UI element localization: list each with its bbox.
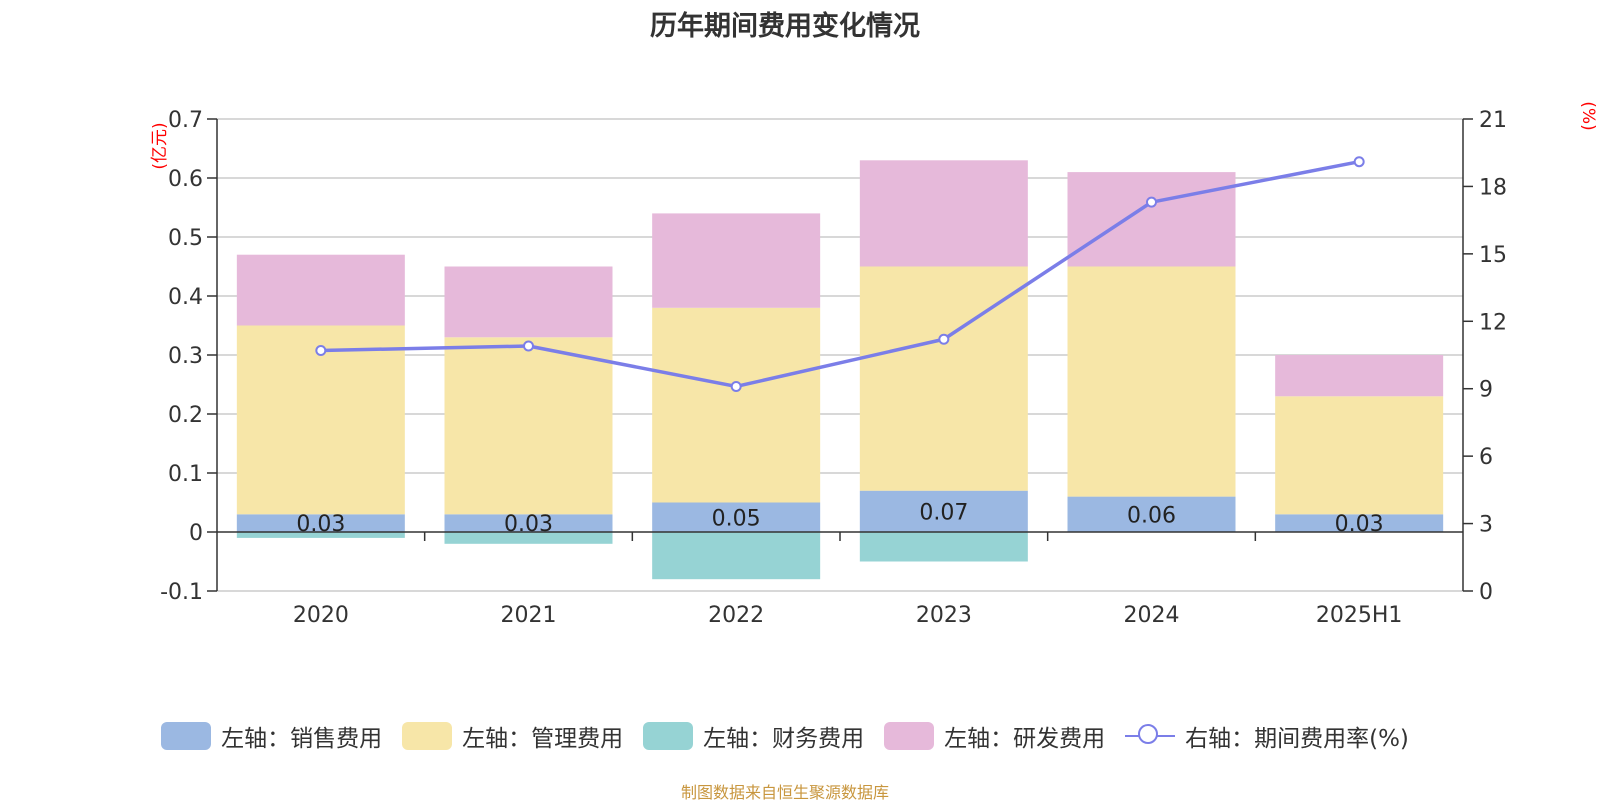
- left-axis-tick-label: 0.6: [168, 167, 203, 192]
- bar-sales-2024: [1067, 496, 1236, 532]
- legend-line-marker-icon: [1125, 722, 1176, 750]
- bar-sales-2025H1: [1275, 514, 1444, 532]
- left-axis-tick-label: 0.5: [168, 226, 203, 251]
- bar-sales-2020: [236, 514, 405, 532]
- point-expense-rate-2023: [938, 333, 950, 345]
- left-axis-unit: (亿元): [150, 122, 170, 169]
- legend-label-sales: 左轴：销售费用: [221, 726, 383, 752]
- point-expense-rate-2022: [730, 380, 742, 392]
- data-label-sales: 0.03: [1335, 512, 1384, 537]
- data-label-sales: 0.03: [504, 512, 553, 537]
- point-expense-rate-2024: [1146, 196, 1157, 208]
- right-axis-tick-label: 18: [1479, 175, 1507, 200]
- legend-item-finance[interactable]: 左轴：财务费用: [643, 719, 864, 753]
- right-axis-tick-label: 9: [1479, 378, 1493, 403]
- bar-sales-2021: [444, 514, 613, 532]
- legend-swatch-rd: [884, 722, 935, 750]
- line-expense-rate: [320, 159, 1360, 389]
- left-axis-tick-label: -0.1: [160, 580, 203, 605]
- right-axis-tick-label: 15: [1479, 243, 1507, 268]
- bar-admin-2021: [444, 337, 613, 515]
- right-axis-tick-label: 0: [1479, 580, 1493, 605]
- x-axis-tick-label: 2021: [501, 603, 557, 628]
- right-axis-tick-label: 21: [1479, 108, 1507, 133]
- right-axis-tick-label: 3: [1479, 513, 1493, 538]
- legend-swatch-admin: [402, 722, 453, 750]
- bar-admin-2024: [1067, 266, 1236, 497]
- point-expense-rate-2025H1: [1353, 156, 1365, 168]
- x-axis-tick-label: 2020: [293, 603, 349, 628]
- x-axis-tick-label: 2022: [708, 603, 764, 628]
- x-axis-tick-label: 2024: [1124, 603, 1180, 628]
- legend-label-finance: 左轴：财务费用: [703, 726, 865, 752]
- bar-finance-2022: [652, 532, 821, 580]
- chart-legend: 左轴：销售费用 左轴：管理费用 左轴：财务费用 左轴：研发费用 右轴：期间费用率…: [0, 719, 1570, 753]
- legend-label-admin: 左轴：管理费用: [462, 726, 624, 752]
- left-axis-tick-label: 0.1: [168, 462, 203, 487]
- bar-rd-2023: [859, 160, 1028, 267]
- x-axis-tick-label: 2025H1: [1316, 603, 1403, 628]
- legend-item-sales[interactable]: 左轴：销售费用: [161, 719, 382, 753]
- right-axis-tick-label: 12: [1479, 310, 1507, 335]
- x-axis-tick-label: 2023: [916, 603, 972, 628]
- bar-rd-2025H1: [1275, 355, 1444, 397]
- bar-sales-2022: [652, 502, 821, 532]
- bar-admin-2025H1: [1275, 396, 1444, 515]
- point-expense-rate-2020: [315, 345, 327, 357]
- left-axis-tick-label: 0: [189, 521, 203, 546]
- legend-label-rate: 右轴：期间费用率(%): [1185, 726, 1409, 752]
- bar-finance-2021: [444, 532, 613, 544]
- legend-item-admin[interactable]: 左轴：管理费用: [402, 719, 623, 753]
- bar-rd-2022: [652, 213, 821, 308]
- bar-sales-2023: [859, 490, 1028, 532]
- bar-finance-2020: [236, 532, 405, 538]
- left-axis-tick-label: 0.3: [168, 344, 203, 369]
- data-label-sales: 0.07: [919, 500, 968, 525]
- point-expense-rate-2021: [523, 340, 534, 352]
- data-label-sales: 0.03: [296, 512, 345, 537]
- left-axis-tick-label: 0.7: [168, 108, 203, 133]
- data-label-sales: 0.05: [712, 506, 761, 531]
- bar-admin-2022: [652, 307, 821, 503]
- bar-finance-2023: [859, 532, 1028, 562]
- left-axis-tick-label: 0.2: [168, 403, 203, 428]
- bar-rd-2020: [236, 254, 405, 326]
- right-axis-unit: (%): [1578, 101, 1598, 130]
- legend-item-rd[interactable]: 左轴：研发费用: [884, 719, 1105, 753]
- left-axis-tick-label: 0.4: [168, 285, 203, 310]
- bar-rd-2021: [444, 266, 613, 338]
- data-label-sales: 0.06: [1127, 503, 1176, 528]
- data-source-note: 制图数据来自恒生聚源数据库: [680, 783, 889, 802]
- legend-swatch-sales: [161, 722, 212, 750]
- chart-title: 历年期间费用变化情况: [650, 11, 920, 42]
- bar-rd-2024: [1067, 172, 1236, 267]
- bar-admin-2020: [236, 325, 405, 515]
- legend-label-rd: 左轴：研发费用: [944, 726, 1106, 752]
- right-axis-tick-label: 6: [1479, 445, 1493, 470]
- legend-swatch-finance: [643, 722, 694, 750]
- legend-item-rate[interactable]: 右轴：期间费用率(%): [1125, 719, 1409, 753]
